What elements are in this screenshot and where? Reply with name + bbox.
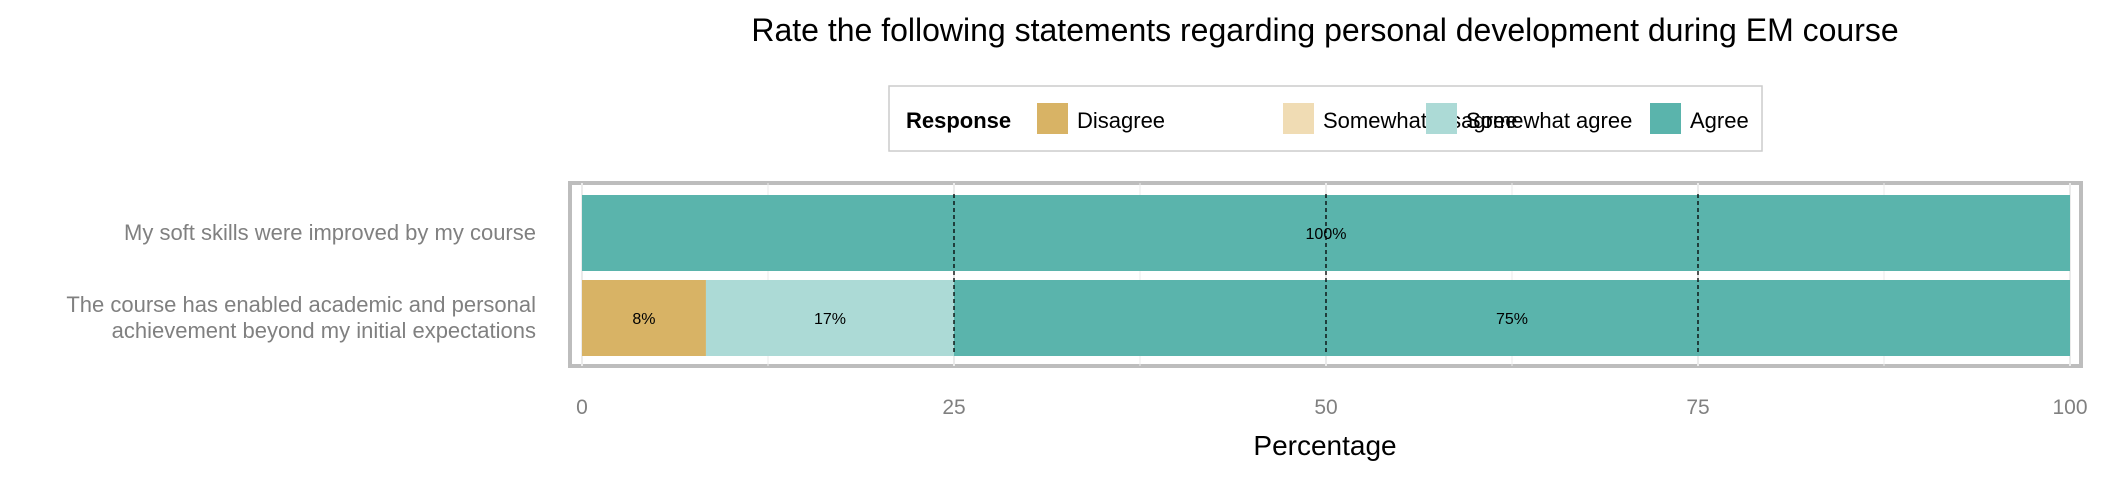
bar-somewhat-agree-row-2: [705, 280, 954, 356]
legend-item-agree: Agree: [1650, 103, 1749, 134]
legend-swatch: [1650, 103, 1681, 134]
data-label: 75%: [1496, 311, 1528, 328]
legend-label: Somewhat disagree: [1323, 108, 1517, 133]
bar-agree-row-2: [954, 280, 2070, 356]
data-label: 8%: [632, 311, 655, 328]
legend: Response Disagree Somewhat disagreeSomewh…: [888, 85, 1763, 152]
data-label: 100%: [1306, 226, 1347, 243]
legend-title: Response: [906, 108, 1011, 133]
legend-label: Somewhat agree: [1466, 108, 1632, 133]
category-label-2: The course has enabled academic and pers…: [66, 292, 536, 343]
x-tick-label: 50: [1314, 396, 1337, 419]
data-label: 17%: [814, 311, 846, 328]
legend-swatch: [1426, 103, 1457, 134]
x-tick-label: 0: [576, 396, 588, 419]
x-tick-label: 100: [2052, 396, 2087, 419]
plot-area: 100% 8% 17% 75%: [568, 181, 2083, 368]
legend-label: Agree: [1690, 108, 1749, 133]
x-tick-label: 25: [942, 396, 965, 419]
legend-item-somewhat-agree: Somewhat agree: [1426, 103, 1632, 134]
category-label-1: My soft skills were improved by my cours…: [124, 220, 536, 245]
legend-swatch: [1037, 103, 1068, 134]
legend-swatch: [1283, 103, 1314, 134]
legend-item-disagree: Disagree: [1037, 103, 1165, 134]
x-axis-title: Percentage: [1253, 430, 1396, 461]
x-tick-label: 75: [1686, 396, 1709, 419]
legend-box: [888, 85, 1763, 152]
bar-disagree-row-2: [582, 280, 706, 356]
legend-item-somewhat-disagree: Somewhat disagree: [1283, 103, 1517, 134]
chart-title: Rate the following statements regarding …: [751, 12, 1898, 48]
legend-label: Disagree: [1077, 108, 1165, 133]
